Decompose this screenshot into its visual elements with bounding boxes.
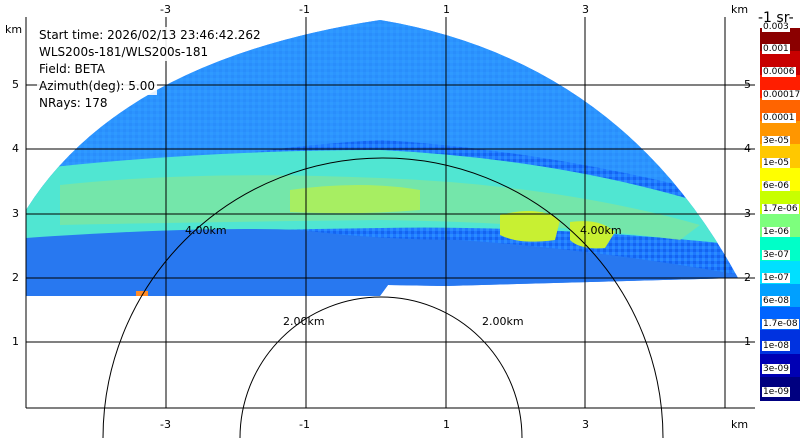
y-unit-left: km (5, 23, 23, 36)
x-tick-top-3: 1 (443, 3, 450, 16)
y-tick-left-3: 3 (12, 207, 19, 220)
colorbar-label: 0.001 (762, 44, 790, 54)
colorbar: 0.003 0.001 0.0006 0.00017 0.0001 3e-05 1e-05 6… (760, 22, 800, 401)
field-text: Field: BETA (37, 61, 107, 78)
x-tick-bottom-1: -3 (160, 418, 171, 431)
ring-label-outer-right: 4.00km (580, 224, 622, 237)
start-time-text: Start time: 2026/02/13 23:46:42.262 (37, 27, 263, 44)
y-tick-right-2: 2 (744, 271, 751, 284)
x-tick-top-4: 3 (582, 3, 589, 16)
colorbar-label: 1e-07 (762, 272, 790, 283)
y-tick-left-2: 2 (12, 271, 19, 284)
azimuth-text: Azimuth(deg): 5.00 (37, 78, 158, 95)
y-tick-right-5: 5 (744, 78, 751, 91)
y-tick-left-5: 5 (12, 78, 19, 91)
scan-info-panel: Start time: 2026/02/13 23:46:42.262 WLS2… (37, 27, 263, 112)
x-unit-top: km (731, 3, 749, 16)
ring-label-outer-left: 4.00km (185, 224, 227, 237)
y-tick-left-1: 1 (12, 335, 19, 348)
range-rings (102, 157, 664, 438)
instrument-text: WLS200s-181/WLS200s-181 (37, 44, 211, 61)
colorbar-label: 3e-07 (762, 249, 790, 260)
y-tick-right-3: 3 (744, 207, 751, 220)
colorbar-label: 0.0006 (762, 66, 796, 77)
x-tick-bottom-2: -1 (299, 418, 310, 431)
colorbar-label: 0.0001 (762, 112, 796, 123)
x-tick-top-1: -3 (160, 3, 171, 16)
y-tick-right-1: 1 (744, 335, 751, 348)
colorbar-label: 1e-05 (762, 158, 790, 169)
nrays-text: NRays: 178 (37, 95, 110, 112)
x-tick-bottom-4: 3 (582, 418, 589, 431)
x-tick-top-2: -1 (299, 3, 310, 16)
colorbar-label: 3e-05 (762, 135, 790, 146)
colorbar-label: 1e-09 (762, 387, 790, 398)
x-tick-bottom-3: 1 (443, 418, 450, 431)
ring-label-inner-right: 2.00km (482, 315, 524, 328)
colorbar-label: 1e-06 (762, 227, 790, 237)
colorbar-label: 1.7e-08 (762, 318, 799, 329)
y-tick-left-4: 4 (12, 142, 19, 155)
colorbar-label: 1.7e-06 (762, 204, 799, 215)
colorbar-label: 3e-09 (762, 364, 790, 375)
colorbar-label: 0.00017 (762, 89, 800, 100)
y-tick-right-4: 4 (744, 142, 751, 155)
colorbar-label: 6e-06 (762, 181, 790, 192)
colorbar-label: 1e-08 (762, 341, 790, 352)
colorbar-label: 0.003 (762, 22, 790, 32)
x-unit-bottom: km (731, 418, 749, 431)
colorbar-label: 6e-08 (762, 295, 790, 306)
ring-label-inner-left: 2.00km (283, 315, 325, 328)
